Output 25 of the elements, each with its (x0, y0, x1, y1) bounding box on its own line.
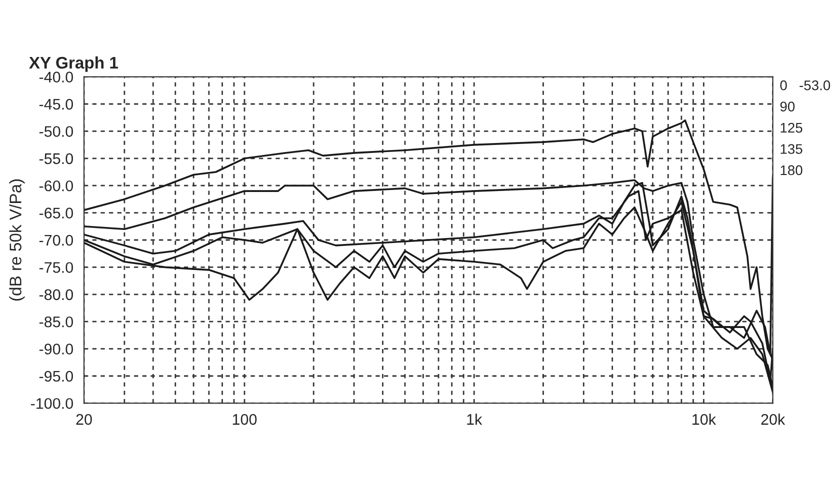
y-tick-label: -50.0 (39, 126, 73, 137)
x-tick-label: 100 (232, 414, 257, 425)
y-tick-label: -60.0 (39, 180, 73, 192)
y-tick-label: -70.0 (39, 234, 73, 246)
y-tick-label: -85.0 (39, 316, 73, 328)
text: 125 (780, 122, 802, 133)
text: 0 -53.0 (780, 80, 830, 90)
y-tick-label: -80.0 (39, 289, 73, 300)
y-axis-title: (dB re 50k V/Pa) (9, 179, 25, 301)
y-tick-label: -90.0 (39, 344, 73, 354)
x-tick-label: 1k (467, 414, 482, 425)
chart-title: XY Graph 1 (29, 56, 118, 72)
y-tick-label: -65.0 (39, 208, 73, 218)
y-tick-label: -95.0 (39, 370, 73, 382)
y-tick-label: -75.0 (39, 262, 73, 273)
text: 135 (780, 144, 802, 154)
y-tick-label: -55.0 (39, 153, 73, 164)
y-tick-label: -40.0 (39, 72, 73, 82)
x-tick-label: 20 (76, 414, 92, 425)
text: 180 (780, 165, 802, 176)
text: 90 (780, 102, 795, 112)
x-tick-label: 20k (761, 414, 786, 425)
y-tick-label: -100.0 (30, 398, 73, 409)
y-tick-label: -45.0 (39, 98, 73, 110)
x-tick-label: 10k (692, 414, 716, 425)
